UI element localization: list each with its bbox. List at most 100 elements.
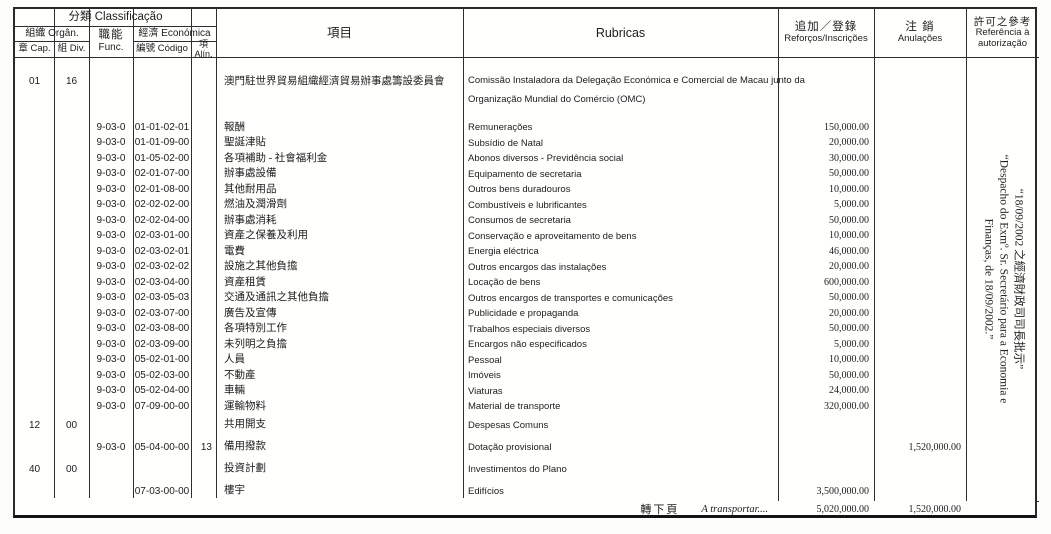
cell-cap	[15, 306, 54, 322]
cell-alin	[191, 291, 216, 307]
header-reforcos-pt: Reforços/Inscrições	[784, 33, 868, 45]
cell-anulacoes	[874, 306, 966, 322]
cell-div	[54, 198, 89, 214]
table-row: 9-03-0 02-02-04-00 辦事處消耗 Consumos de secret…	[15, 213, 1039, 229]
cell-codigo: 02-03-05-03	[134, 292, 190, 304]
cell-reforcos: 5,000.00	[834, 338, 869, 350]
table-row: 9-03-0 02-03-04-00 資產租賃 Locação de bens 600,…	[15, 275, 1039, 291]
cell-func: 9-03-0	[96, 152, 126, 164]
header-cap-label: 章 Cap.	[18, 42, 51, 54]
cell-cap	[15, 291, 54, 307]
cell-item: 澳門駐世界貿易組織經濟貿易辦事處籌設委員會	[224, 76, 445, 87]
cell-cap	[15, 275, 54, 291]
cell-func: 9-03-0	[96, 292, 126, 304]
table-row: 9-03-0 07-09-00-00 運輸物料 Material de transpo…	[15, 399, 1039, 415]
cell-item: 備用撥款	[224, 441, 266, 453]
cell-rubrica: Energia eléctrica	[468, 246, 539, 257]
cell-codigo: 02-02-04-00	[134, 214, 190, 226]
cell-codigo: 02-02-02-00	[134, 199, 190, 211]
cell-alin	[191, 244, 216, 260]
header-func-zh: 職能	[98, 29, 124, 42]
table-row: 9-03-0 02-03-07-00 廣告及宣傳 Publicidade e prop…	[15, 306, 1039, 322]
cell-codigo: 02-03-02-01	[134, 245, 190, 257]
cell-item: 電費	[224, 245, 245, 257]
header-alin: 項Alín.	[191, 39, 216, 59]
cell-item: 設施之其他負擔	[224, 261, 298, 272]
cell-anulacoes	[874, 291, 966, 307]
cell-reforcos: 24,000.00	[829, 385, 869, 397]
cell-codigo: 07-09-00-00	[134, 400, 190, 412]
cell-func: 9-03-0	[96, 276, 126, 288]
cell-alin	[191, 322, 216, 338]
budget-table: 分類 Classificação 組織 Orgân. 職能 Func. 經濟 E…	[13, 7, 1039, 518]
cell-item: 樓宇	[224, 485, 245, 497]
cell-codigo: 01-01-09-00	[134, 137, 190, 149]
cell-div	[54, 337, 89, 353]
cell-func: 9-03-0	[96, 400, 126, 412]
cell-reforcos: 5,000.00	[834, 199, 869, 211]
grid-line	[15, 26, 216, 27]
header-reforcos-zh: 追加／登錄	[794, 20, 858, 33]
cell-cap	[15, 353, 54, 369]
cell-alin	[191, 306, 216, 322]
cell-item: 辦事處設備	[224, 168, 277, 179]
carry-over-reforcos-total: 5,020,000.00	[816, 503, 870, 515]
grid-line	[874, 9, 875, 515]
table-row: 9-03-0 02-03-02-02 設施之其他負擔 Outros encargos …	[15, 260, 1039, 276]
cell-reforcos: 10,000.00	[829, 354, 869, 366]
cell-codigo: 01-01-02-01	[134, 121, 190, 133]
cell-cap: 12	[28, 419, 41, 431]
cell-div	[54, 384, 89, 400]
header-economica: 經濟 Económica	[133, 26, 216, 41]
cell-cap	[15, 182, 54, 198]
cell-anulacoes	[874, 151, 966, 167]
cell-rubrica: Consumos de secretaria	[468, 215, 571, 226]
cell-cap	[15, 167, 54, 183]
cell-item: 運輸物料	[224, 400, 266, 412]
cell-anulacoes	[874, 384, 966, 400]
cell-rubrica: Dotação provisional	[468, 441, 552, 453]
cell-func: 9-03-0	[96, 385, 126, 397]
cell-codigo: 07-03-00-00	[134, 485, 190, 497]
cell-alin	[191, 337, 216, 353]
cell-reforcos	[778, 437, 874, 459]
cell-item: 各項補助 - 社會福利金	[224, 152, 328, 164]
cell-reforcos: 20,000.00	[829, 307, 869, 319]
carry-over-label-zh: 轉下頁	[640, 504, 680, 516]
table-row: 9-03-0 05-02-03-00 不動產 Imóveis 50,000.00	[15, 368, 1039, 384]
cell-reforcos: 600,000.00	[824, 276, 869, 288]
cell-cap	[15, 481, 54, 502]
cell-reforcos: 20,000.00	[829, 137, 869, 149]
cell-codigo: 02-03-04-00	[134, 276, 190, 288]
cell-item: 交通及通訊之其他負擔	[224, 292, 329, 303]
header-item-label: 項目	[326, 25, 352, 40]
cell-func: 9-03-0	[96, 369, 126, 381]
cell-anulacoes	[874, 481, 966, 502]
header-referencia-pt2: autorização	[977, 38, 1028, 50]
header-orgao: 組織 Orgân.	[15, 26, 89, 41]
cell-div	[54, 260, 89, 276]
cell-item: 報酬	[224, 121, 245, 133]
cell-codigo: 05-04-00-00	[134, 441, 190, 453]
cell-rubrica: Subsídio de Natal	[468, 137, 543, 149]
grid-line	[133, 9, 134, 498]
cell-alin	[191, 260, 216, 276]
cell-codigo: 05-02-04-00	[134, 385, 190, 397]
cell-div	[54, 368, 89, 384]
cell-reforcos: 50,000.00	[829, 292, 869, 304]
header-anulacoes-zh: 注 銷	[905, 20, 935, 33]
cell-func: 9-03-0	[96, 199, 126, 211]
table-row: 9-03-0 02-03-09-00 未列明之負擔 Encargos não espe…	[15, 337, 1039, 353]
table-row: 9-03-0 02-01-07-00 辦事處設備 Equipamento de sec…	[15, 167, 1039, 183]
cell-codigo: 02-03-01-00	[134, 230, 190, 242]
cell-item: 共用開支	[224, 419, 266, 431]
cell-cap	[15, 244, 54, 260]
cell-rubrica: Material de transporte	[468, 401, 561, 412]
cell-rubrica: Locação de bens	[468, 277, 541, 288]
cell-div	[54, 213, 89, 229]
cell-cap	[15, 151, 54, 167]
cell-func: 9-03-0	[96, 168, 126, 180]
cell-item: 資產租賃	[224, 276, 266, 288]
cell-div	[54, 437, 89, 459]
cell-cap	[15, 120, 54, 136]
